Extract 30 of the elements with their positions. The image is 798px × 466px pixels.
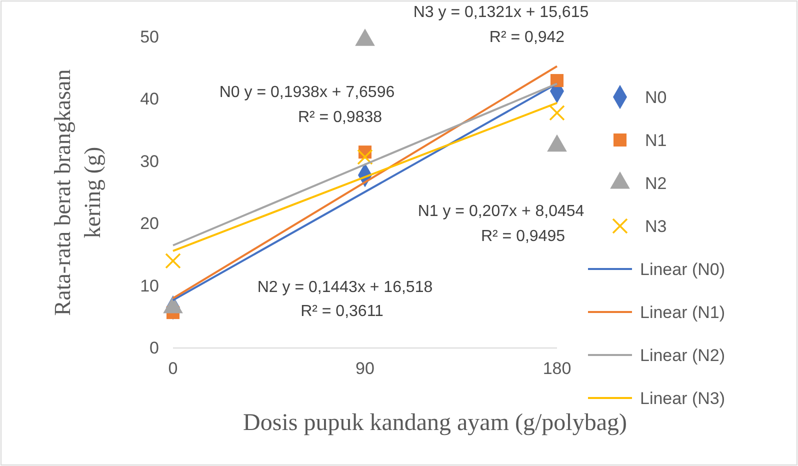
annotation: R² = 0,942 <box>489 29 565 46</box>
y-tick-label: 30 <box>140 152 159 171</box>
x-tick-label: 0 <box>168 359 178 378</box>
annotation: R² = 0,3611 <box>300 303 384 320</box>
annotation: R² = 0,9838 <box>298 109 382 126</box>
text: N3 y = 0,1321x + 15,615 <box>413 4 589 21</box>
legend-label: N1 <box>645 131 667 150</box>
point <box>550 74 564 88</box>
y-tick-label: 20 <box>140 214 159 234</box>
y-tick-label: 40 <box>140 90 159 109</box>
x-axis-title: Dosis pupuk kandang ayam (g/polybag) <box>243 410 627 436</box>
x-tick-label: 90 <box>356 359 374 378</box>
annotation: N0 y = 0,1938x + 7,6596 <box>219 84 395 101</box>
y-tick-label: 0 <box>150 338 159 358</box>
annotation: N1 y = 0,207x + 8,0454 <box>418 203 584 220</box>
point <box>165 253 181 269</box>
legend-label: Linear (N1) <box>640 303 726 322</box>
y-tick-label: 50 <box>140 27 159 46</box>
y-tick-label: 10 <box>140 276 159 296</box>
annotation: N2 y = 0,1443x + 16,518 <box>257 279 433 296</box>
legend-label: Linear (N0) <box>640 260 726 279</box>
point <box>549 104 565 121</box>
x-tick-label: 180 <box>542 359 572 378</box>
annotation: R² = 0,9495 <box>480 228 566 245</box>
legend-label: N0 <box>645 88 667 107</box>
y-axis-title: Rata-rata berat brangkasan kering (g) <box>50 68 105 316</box>
legend-label: Linear (N2) <box>640 346 726 365</box>
legend-label: N3 <box>645 217 667 236</box>
legend-label: N2 <box>645 174 667 193</box>
legend-label: Linear (N3) <box>640 389 726 408</box>
